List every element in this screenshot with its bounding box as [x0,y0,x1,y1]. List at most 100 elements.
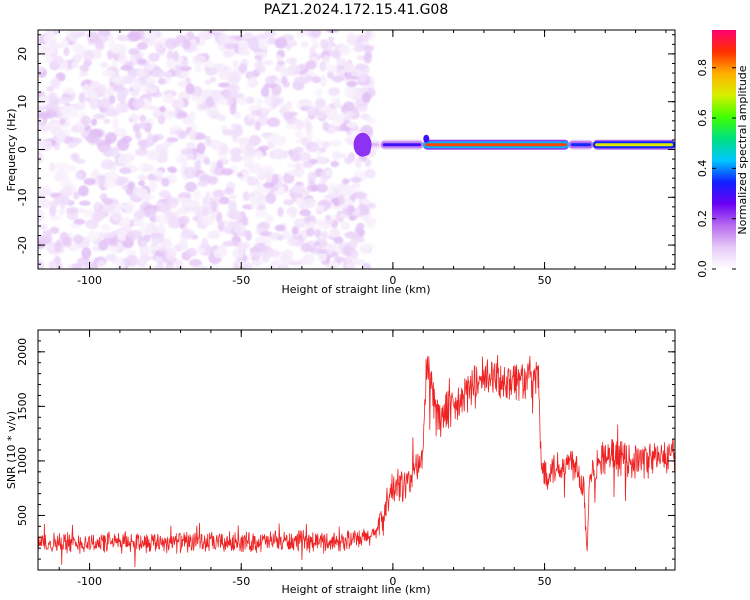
noise-blob [317,249,330,254]
noise-blob [341,186,353,197]
noise-blob [265,75,276,85]
noise-blob [325,64,338,72]
snr-x-ticks: -100 -50 0 50 [58,330,667,588]
noise-blob [218,69,230,81]
noise-blob [221,129,235,136]
noise-blob [146,86,158,94]
noise-blob [78,123,85,134]
noise-blob [352,258,366,266]
noise-blob [71,60,79,69]
noise-blob [164,248,177,260]
noise-blob [120,65,133,71]
noise-blob [77,257,91,266]
noise-blob [344,62,355,73]
noise-blob [236,172,244,178]
spectrogram-y-ticks: -20 -10 0 10 20 [16,34,675,265]
noise-blob [362,262,371,269]
signal-band-core [570,143,592,147]
noise-blob [229,103,237,115]
noise-blob [205,191,212,203]
noise-blob [340,221,351,230]
noise-blob [315,98,326,109]
noise-blob [177,131,187,140]
noise-blob [152,69,166,78]
noise-blob [126,249,136,257]
noise-blob [331,97,339,104]
noise-blob [127,30,141,42]
noise-blob [153,265,163,269]
noise-blob [66,207,79,215]
snr-x-label: Height of straight line (km) [281,583,430,596]
noise-blob [227,200,237,212]
noise-blob [219,196,230,205]
noise-blob [202,207,209,218]
noise-blob [148,105,159,111]
signal-band-core [595,143,673,147]
noise-blob [47,92,58,102]
noise-blob [83,209,94,218]
noise-blob [73,191,80,200]
noise-blob [247,76,259,88]
noise-blob [234,224,246,235]
noise-blob [294,218,307,229]
noise-blob [38,95,50,107]
noise-blob [258,221,271,231]
noise-blob [244,157,254,167]
noise-blob [97,84,107,95]
noise-blob [330,160,340,168]
noise-blob [233,112,242,119]
noise-blob [204,135,211,147]
noise-blob [366,202,377,209]
colorbar-tick-label: 0.8 [696,59,709,77]
noise-blob [45,233,53,244]
noise-blob [54,168,68,180]
noise-blob [184,166,197,179]
noise-blob [49,42,57,55]
noise-blob [354,43,365,52]
noise-blob [61,38,69,48]
noise-blob [325,169,333,177]
noise-blob [237,43,248,56]
noise-blob [38,111,52,119]
noise-blob [285,42,292,51]
noise-blob [54,162,69,169]
noise-blob [157,114,166,125]
noise-blob [154,42,165,51]
noise-blob [232,247,245,259]
noise-blob [76,30,86,38]
noise-blob [119,167,132,174]
noise-blob [48,260,57,269]
noise-blob [364,30,372,39]
noise-blob [145,207,157,218]
noise-blob [133,210,145,221]
colorbar-tick-label: 0.0 [696,260,709,278]
noise-blob [287,65,294,76]
noise-blob [111,246,120,253]
noise-blob [333,153,347,159]
noise-blob [319,39,329,50]
noise-blob [359,198,372,205]
noise-blob [138,180,146,187]
noise-blob [255,168,263,176]
y-tick-label: 500 [16,505,29,526]
noise-blob [315,219,327,226]
noise-blob [224,43,238,50]
noise-blob [311,76,321,84]
noise-blob [324,194,335,200]
noise-blob [193,188,202,201]
noise-blob [197,247,206,254]
noise-blob [247,38,259,50]
noise-blob [79,200,91,206]
noise-blob [58,96,70,105]
noise-blob [354,157,362,169]
noise-blob [38,185,51,192]
noise-blob [329,139,342,147]
noise-blob [203,157,211,165]
noise-blob [132,98,145,109]
noise-blob [260,86,270,98]
noise-blob [285,123,299,130]
noise-blob [263,182,275,189]
noise-blob [335,57,347,66]
noise-blob [308,158,319,164]
noise-blob [156,50,165,56]
